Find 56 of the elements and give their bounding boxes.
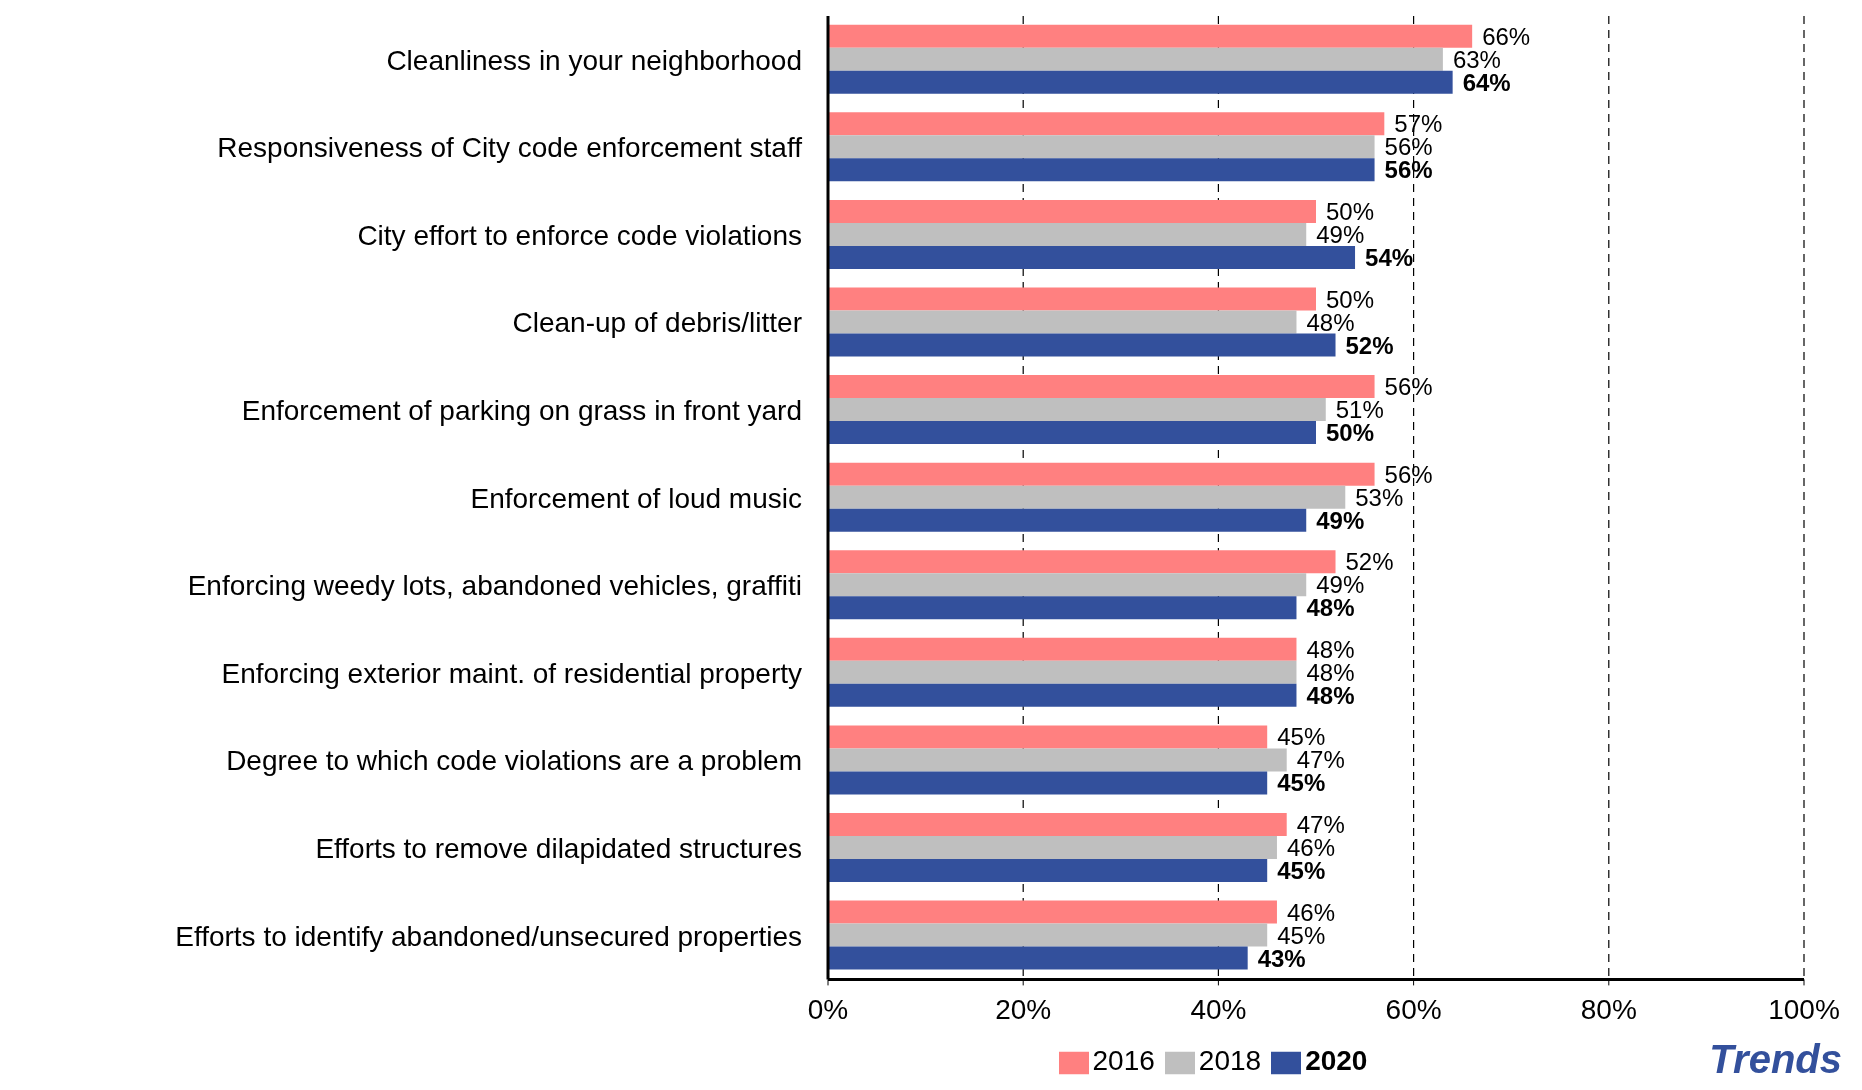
y-tick-label: Enforcement of loud music <box>470 482 802 514</box>
x-tick-label: 40% <box>1190 994 1247 1026</box>
legend-label: 2020 <box>1305 1045 1368 1077</box>
bar <box>828 245 1356 269</box>
bar <box>828 550 1336 574</box>
data-label: 54% <box>1365 243 1414 271</box>
bar <box>828 596 1297 620</box>
bar <box>828 637 1297 661</box>
bar <box>828 946 1248 970</box>
y-tick-label: Efforts to remove dilapidated structures <box>315 832 802 864</box>
bar <box>828 222 1307 246</box>
bar <box>828 900 1277 924</box>
x-tick-label: 60% <box>1385 994 1442 1026</box>
bar <box>828 158 1375 182</box>
bar <box>828 462 1375 486</box>
legend-label: 2018 <box>1198 1045 1262 1077</box>
y-tick-label: Responsiveness of City code enforcement staff <box>217 132 803 164</box>
bar <box>828 508 1307 532</box>
x-tick-label: 0% <box>807 994 849 1026</box>
bar <box>828 375 1375 399</box>
bar <box>828 333 1336 357</box>
bar <box>828 835 1277 859</box>
bar <box>828 771 1268 795</box>
bar <box>828 660 1297 684</box>
bar <box>828 421 1316 445</box>
bar <box>828 24 1473 48</box>
bar <box>828 573 1307 597</box>
y-tick-label: City effort to enforce code violations <box>357 219 802 251</box>
bar <box>828 199 1316 223</box>
bar <box>828 923 1268 947</box>
bar <box>828 858 1268 882</box>
legend-label: 2016 <box>1092 1045 1155 1077</box>
y-tick-label: Enforcing weedy lots, abandoned vehicles, graffiti <box>187 570 802 602</box>
y-tick-label: Cleanliness in your neighborhood <box>386 44 802 76</box>
bar <box>828 485 1346 509</box>
bar <box>828 70 1453 94</box>
bar <box>828 748 1287 772</box>
x-tick-label: 80% <box>1580 994 1637 1026</box>
bar <box>828 287 1316 311</box>
bar <box>828 310 1297 334</box>
bar <box>828 683 1297 707</box>
bar <box>828 47 1443 71</box>
y-tick-label: Clean-up of debris/litter <box>512 307 802 339</box>
bar <box>828 135 1375 159</box>
y-tick-label: Degree to which code violations are a problem <box>226 745 802 777</box>
bar <box>828 398 1326 422</box>
x-tick-label: 100% <box>1768 994 1840 1026</box>
bar <box>828 812 1287 836</box>
y-tick-label: Enforcing exterior maint. of residential property <box>221 657 802 689</box>
y-tick-label: Efforts to identify abandoned/unsecured properties <box>175 920 802 952</box>
y-tick-label: Enforcement of parking on grass in front yard <box>241 395 802 427</box>
data-label: 56% <box>1384 373 1433 401</box>
bar <box>828 112 1385 136</box>
bar <box>828 725 1268 749</box>
text: Trends <box>1709 1037 1842 1082</box>
x-tick-label: 20% <box>995 994 1052 1026</box>
